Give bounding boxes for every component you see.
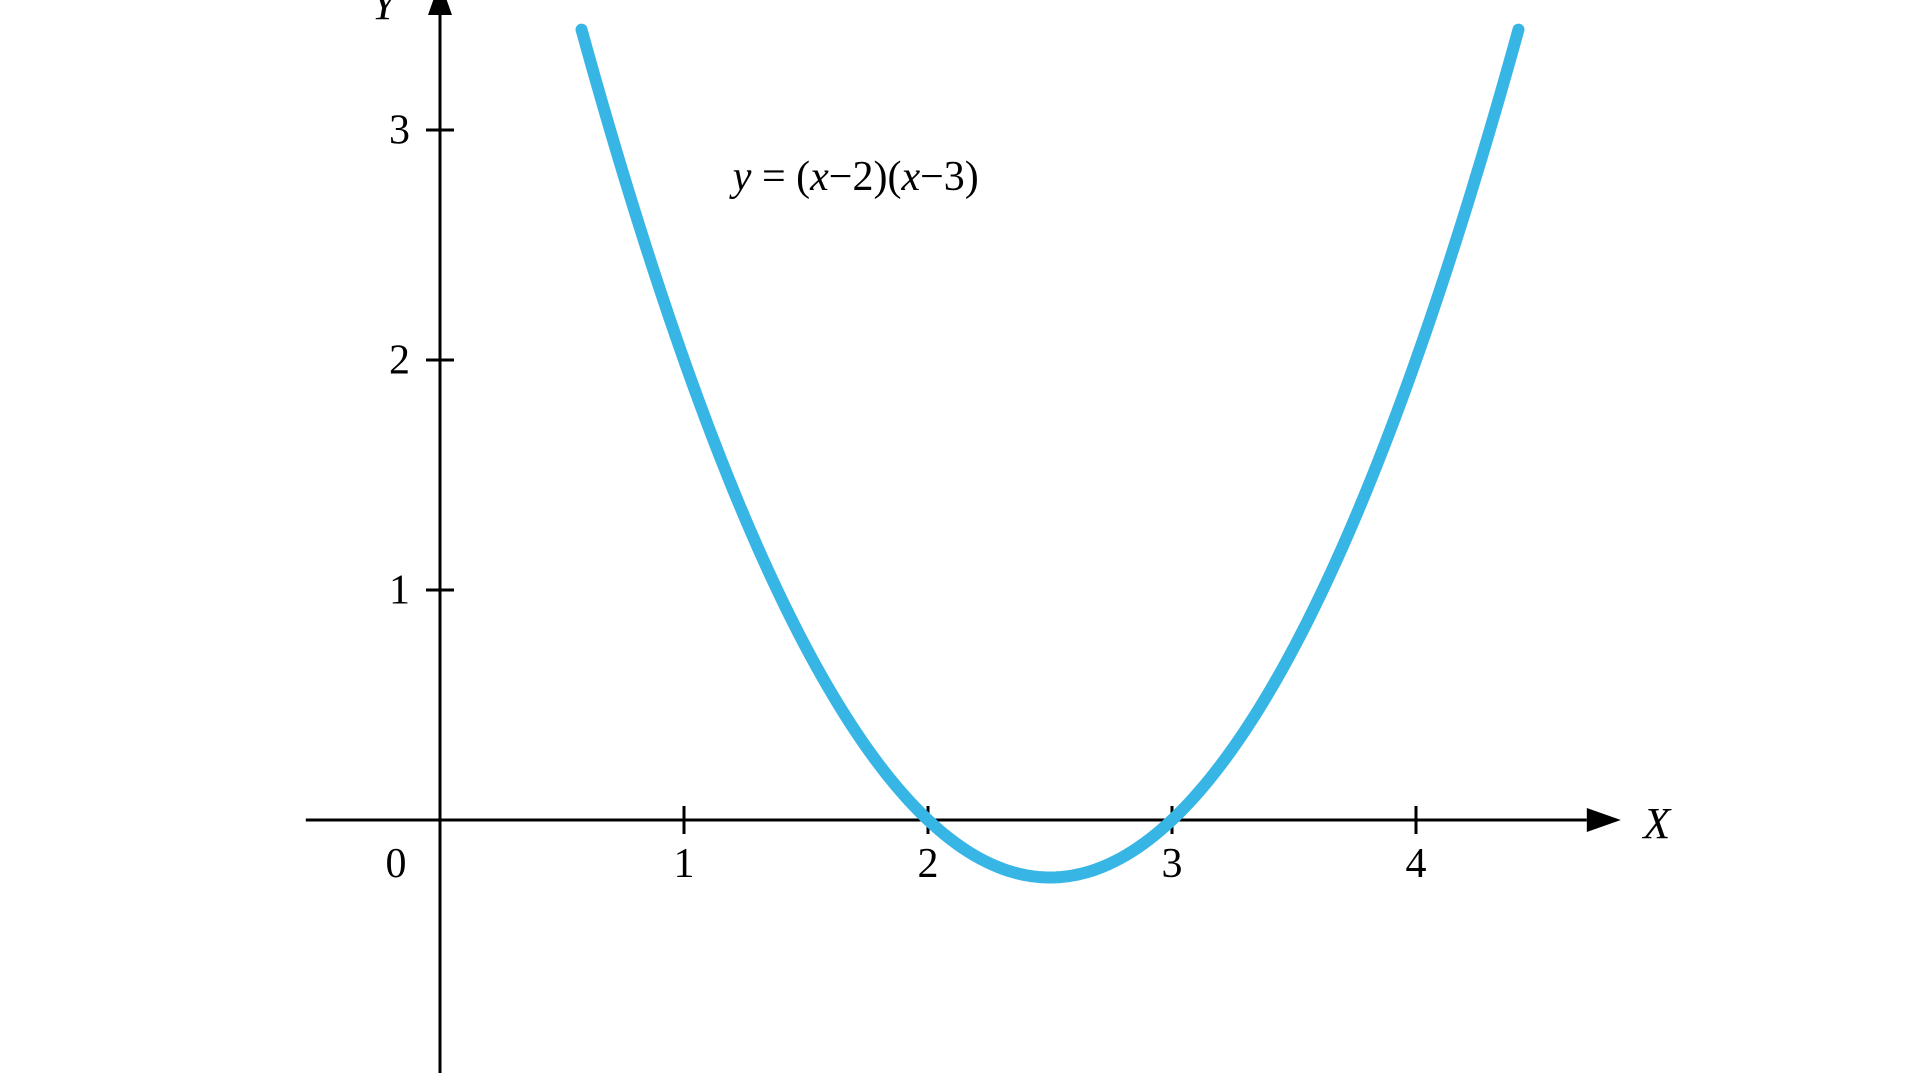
chart-svg: 12340123XYy = (x−2)(x−3): [0, 0, 1920, 1077]
y-tick-label: 3: [389, 108, 410, 154]
parabola-chart: 12340123XYy = (x−2)(x−3): [0, 0, 1920, 1077]
x-axis-title: X: [1641, 799, 1672, 848]
x-tick-label: 3: [1162, 841, 1183, 887]
origin-label: 0: [386, 841, 407, 887]
equation-label: y = (x−2)(x−3): [729, 154, 979, 200]
x-tick-label: 4: [1406, 841, 1427, 887]
x-tick-label: 2: [918, 841, 939, 887]
y-tick-label: 2: [389, 338, 410, 384]
y-tick-label: 1: [389, 568, 410, 614]
x-tick-label: 1: [674, 841, 695, 887]
